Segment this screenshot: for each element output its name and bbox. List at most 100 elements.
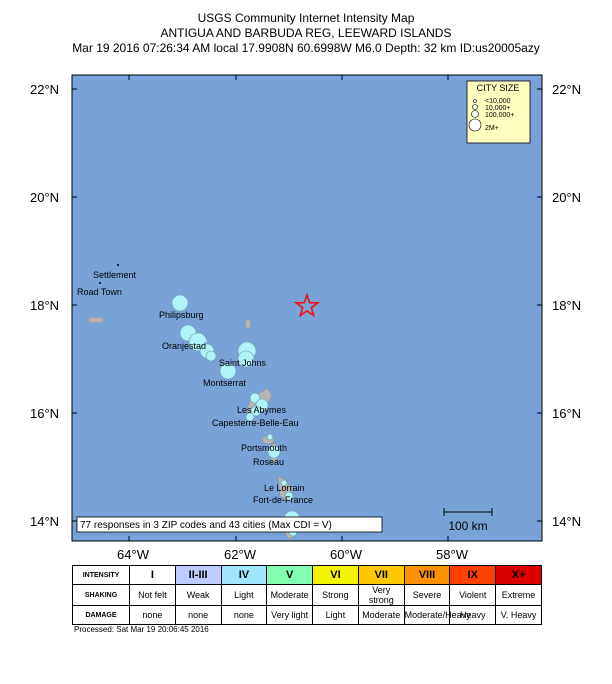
shaking-cell: Severe: [403, 584, 451, 606]
city-size-symbol: [473, 99, 477, 103]
response-circle: [237, 350, 255, 368]
city-dot: [117, 264, 119, 266]
city-size-entry: 100,000+: [485, 112, 514, 119]
city-label: Road Town: [77, 287, 122, 297]
city-label: Settlement: [93, 270, 137, 280]
processed-timestamp: Processed: Sat Mar 19 20:06:45 2016: [74, 625, 209, 634]
city-label: Oranjestad: [162, 341, 206, 351]
response-circle: [250, 405, 262, 417]
response-circle: [284, 491, 294, 501]
response-circle: [205, 350, 217, 362]
city-label: Montserrat: [203, 378, 247, 388]
region-title: ANTIGUA AND BARBUDA REG, LEEWARD ISLANDS: [160, 26, 452, 40]
city-label: Portsmouth: [241, 443, 287, 453]
city-size-legend: CITY SIZE <10,000 10,000+ 100,000+ 2M+: [466, 80, 531, 144]
intensity-cell: V: [266, 565, 314, 585]
city-size-entry: 2M+: [485, 125, 499, 132]
lon-tick-label: 62°W: [224, 547, 257, 562]
lat-tick-label: 18°N: [552, 298, 581, 313]
scale-bar: 100 km: [443, 508, 493, 533]
intensity-cell: II-III: [174, 565, 222, 585]
city-label: Les Abymes: [237, 405, 287, 415]
intensity-cell: VI: [312, 565, 359, 585]
response-circle: [249, 392, 261, 404]
intensity-cell: IV: [220, 565, 268, 585]
latitude-labels: 22°N 20°N 18°N 16°N 14°N 22°N 20°N 18°N …: [30, 82, 581, 529]
event-details: Mar 19 2016 07:26:34 AM local 17.9908N 6…: [72, 41, 540, 55]
damage-cell: none: [129, 605, 176, 625]
city-size-symbol: [468, 118, 482, 132]
damage-cell: Heavy: [449, 605, 497, 625]
intensity-cell: IX: [449, 565, 497, 585]
epicenter-star-icon: [293, 292, 321, 318]
damage-cell: Moderate: [357, 605, 405, 625]
intensity-legend: INTENSITY I II-III IV V VI VII VIII IX X…: [72, 565, 542, 625]
damage-cell: V. Heavy: [495, 605, 542, 625]
legend-row-label: SHAKING: [72, 584, 130, 606]
lat-tick-label: 18°N: [30, 298, 59, 313]
city-size-symbol: [472, 104, 478, 110]
lat-tick-label: 22°N: [30, 82, 59, 97]
legend-row-label: INTENSITY: [72, 565, 130, 585]
responses-note: 77 responses in 3 ZIP codes and 43 citie…: [76, 516, 383, 533]
lat-tick-label: 20°N: [552, 190, 581, 205]
lat-tick-label: 22°N: [552, 82, 581, 97]
lat-tick-label: 14°N: [552, 514, 581, 529]
lat-tick-label: 16°N: [30, 406, 59, 421]
intensity-cell: X+: [495, 565, 542, 585]
city-label: Le Lorrain: [264, 483, 305, 493]
city-dot: [99, 282, 101, 284]
city-size-symbol: [471, 110, 479, 118]
lon-tick-label: 64°W: [117, 547, 150, 562]
city-dots: [99, 264, 119, 284]
response-circle: [266, 433, 274, 441]
city-label: Philipsburg: [159, 310, 204, 320]
lat-tick-label: 20°N: [30, 190, 59, 205]
intensity-cell: VII: [357, 565, 405, 585]
damage-cell: none: [220, 605, 268, 625]
response-circle: [280, 479, 288, 487]
lon-tick-label: 60°W: [330, 547, 363, 562]
island-barbuda: [244, 318, 252, 330]
shaking-cell: Violent: [449, 584, 497, 606]
longitude-labels: 64°W 62°W 60°W 58°W: [117, 547, 469, 562]
intensity-cell: I: [129, 565, 176, 585]
damage-cell: Moderate/Heavy: [403, 605, 471, 625]
response-circle: [171, 294, 189, 312]
shaking-cell: Moderate: [266, 584, 314, 606]
map-title: USGS Community Internet Intensity Map: [197, 11, 415, 25]
responses-note-text: 77 responses in 3 ZIP codes and 43 citie…: [80, 520, 332, 531]
intensity-cell: VIII: [403, 565, 451, 585]
city-label: Capesterre-Belle-Eau: [212, 418, 299, 428]
lat-tick-label: 16°N: [552, 406, 581, 421]
response-circle: [245, 412, 255, 422]
city-label: Fort-de-France: [253, 495, 313, 505]
city-size-title: CITY SIZE: [477, 83, 520, 93]
shaking-cell: Strong: [312, 584, 359, 606]
axis-ticks: [72, 75, 542, 541]
response-circle: [267, 445, 281, 459]
city-size-entry: 10,000+: [485, 105, 511, 112]
response-circle: [219, 362, 237, 380]
shaking-cell: Extreme: [495, 584, 542, 606]
shaking-cell: Light: [220, 584, 268, 606]
legend-row-label: DAMAGE: [72, 605, 130, 625]
island-virgin-islands: [87, 316, 105, 324]
damage-cell: Very light: [266, 605, 314, 625]
lat-tick-label: 14°N: [30, 514, 59, 529]
shaking-cell: Not felt: [129, 584, 176, 606]
city-labels: Settlement Road Town Philipsburg Oranjes…: [77, 270, 313, 505]
ocean: [72, 75, 542, 541]
lon-tick-label: 58°W: [436, 547, 469, 562]
map-frame: [71, 74, 543, 542]
damage-cell: Light: [312, 605, 359, 625]
scale-bar-label: 100 km: [448, 519, 487, 533]
city-size-entry: <10,000: [485, 98, 511, 105]
shaking-cell: Weak: [174, 584, 222, 606]
intensity-row: INTENSITY I II-III IV V VI VII VIII IX X…: [72, 565, 542, 585]
damage-row: DAMAGE none none none Very light Light M…: [72, 605, 542, 625]
city-label: Roseau: [253, 457, 284, 467]
shaking-cell: Very strong: [357, 584, 405, 606]
city-label: Saint Johns: [219, 358, 267, 368]
